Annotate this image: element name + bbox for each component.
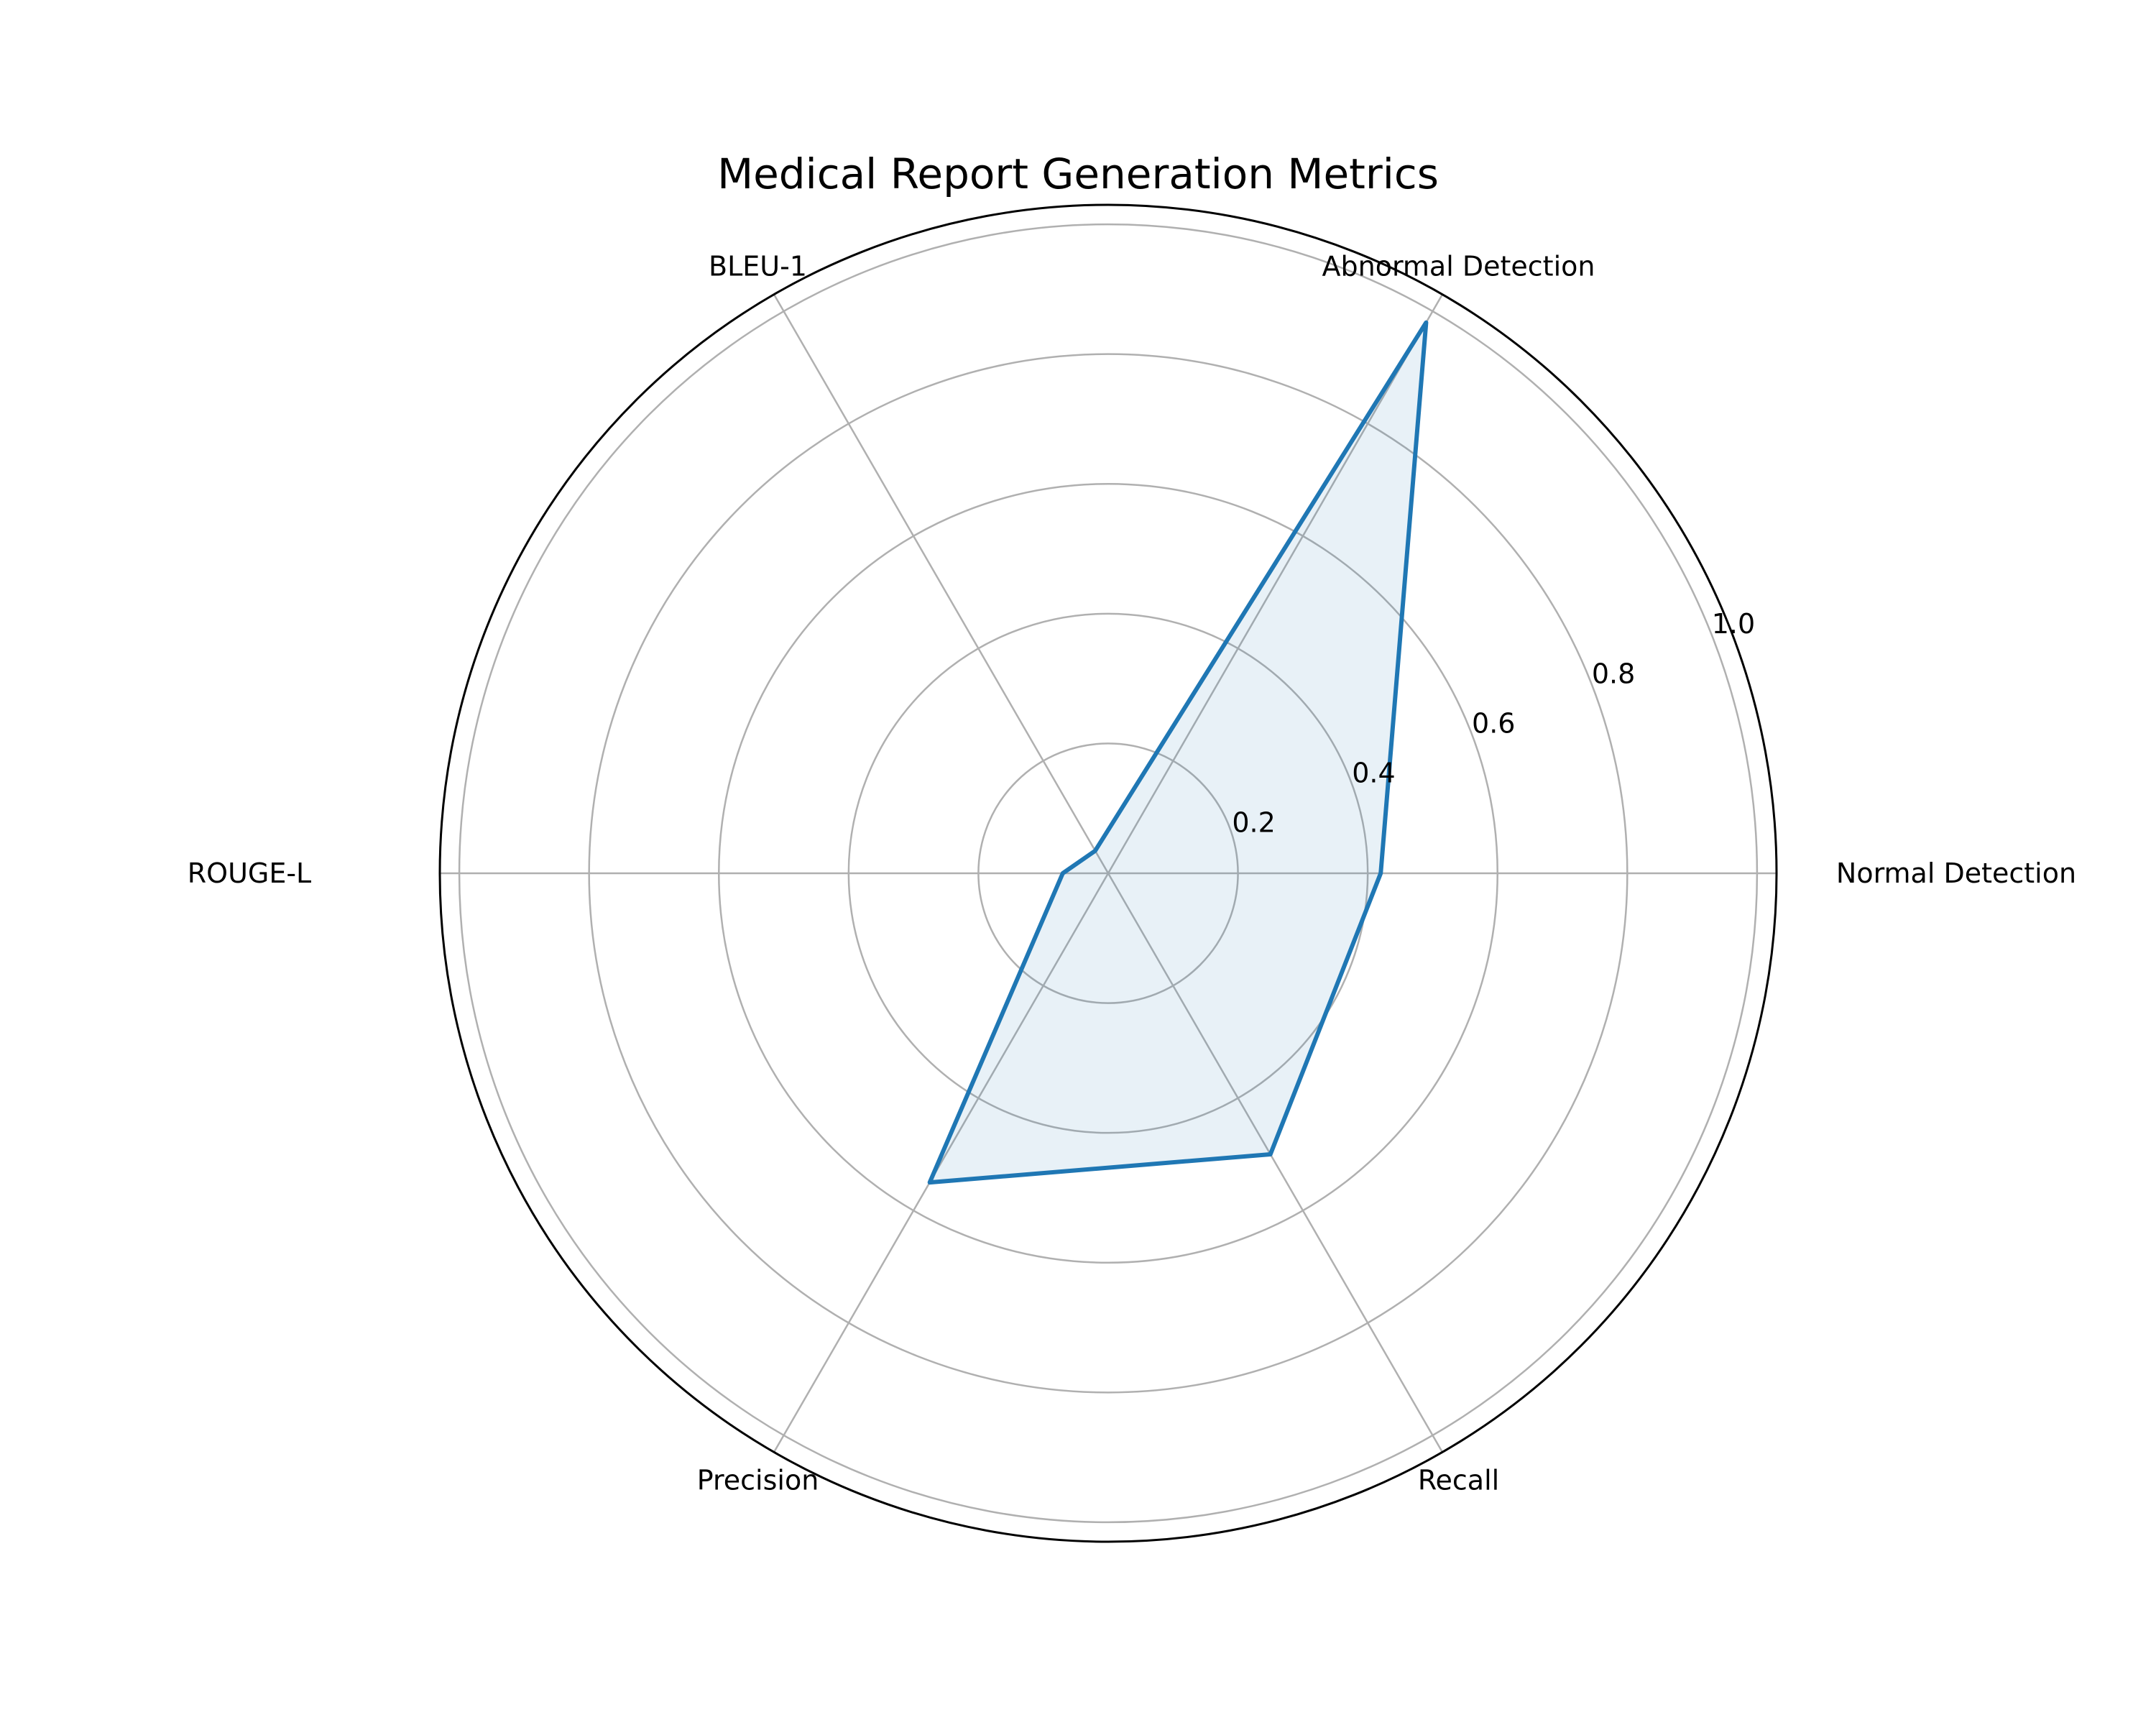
category-label-2: BLEU-1 (709, 251, 807, 282)
tick-label-layer: 0.2 0.4 0.6 0.8 1.0 (1232, 608, 1755, 838)
chart-title: Medical Report Generation Metrics (717, 150, 1439, 198)
category-label-4: Precision (697, 1464, 819, 1496)
spoke-1 (1107, 293, 1444, 874)
r-tick-label: 0.4 (1352, 757, 1395, 788)
spoke-4 (773, 873, 1110, 1453)
category-label-0: Normal Detection (1836, 857, 2076, 889)
r-tick-label: 0.6 (1472, 707, 1515, 739)
series-line-0 (927, 320, 1429, 1185)
series-layer (927, 320, 1429, 1185)
r-tick-label: 0.2 (1232, 807, 1275, 839)
series-area-0 (929, 322, 1427, 1183)
spoke-5 (1107, 873, 1444, 1453)
polar-frame (438, 203, 1778, 1543)
grid-layer (438, 203, 1778, 1543)
r-tick-label: 0.8 (1592, 658, 1635, 689)
category-label-5: Recall (1418, 1464, 1499, 1496)
category-label-1: Abnormal Detection (1322, 251, 1595, 282)
category-label-3: ROUGE-L (188, 857, 311, 889)
r-tick-label: 1.0 (1712, 608, 1755, 640)
category-label-layer: Normal Detection Abnormal Detection BLEU-1… (188, 251, 2076, 1496)
spoke-2 (773, 293, 1110, 874)
